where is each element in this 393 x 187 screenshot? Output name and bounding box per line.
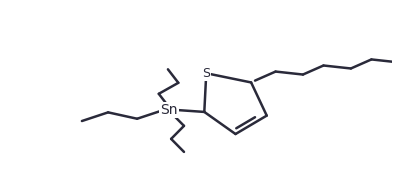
Text: Sn: Sn — [160, 103, 178, 117]
Text: S: S — [202, 67, 210, 80]
